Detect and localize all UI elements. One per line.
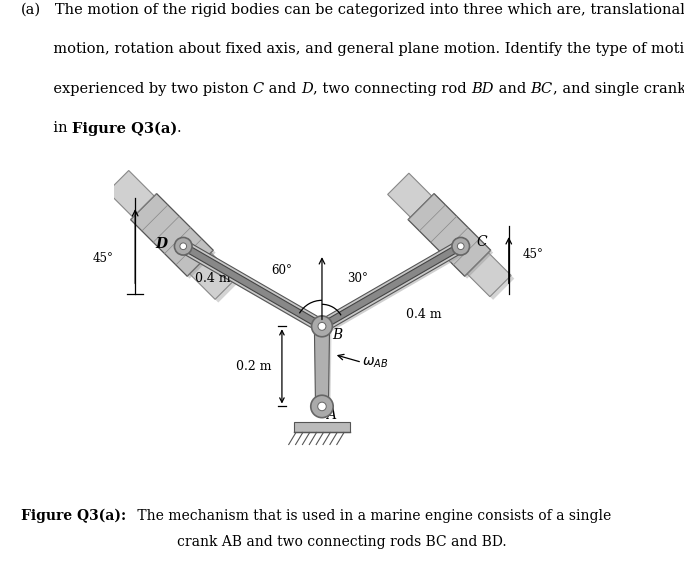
Circle shape [311,316,332,337]
Text: , two connecting rod: , two connecting rod [313,82,471,96]
Text: 60°: 60° [272,264,292,277]
Circle shape [180,243,187,250]
Polygon shape [180,241,325,332]
Polygon shape [388,173,511,297]
Text: Figure Q3(a): Figure Q3(a) [72,121,177,136]
Polygon shape [321,243,466,334]
Polygon shape [317,328,332,409]
Text: BD: BD [471,82,494,96]
Text: 45°: 45° [523,248,543,261]
Text: 0.4 m: 0.4 m [195,272,231,285]
Text: crank AB and two connecting rods BC and BD.: crank AB and two connecting rods BC and … [177,535,507,549]
Circle shape [318,323,326,330]
Circle shape [452,237,469,255]
Text: in: in [21,121,72,135]
Polygon shape [133,196,215,279]
Polygon shape [181,243,324,329]
Text: The mechanism that is used in a marine engine consists of a single: The mechanism that is used in a marine e… [133,509,611,523]
Text: 30°: 30° [347,272,369,285]
Text: , and single crank: , and single crank [553,82,684,96]
Text: and: and [494,82,530,96]
Circle shape [317,402,326,411]
Text: motion, rotation about fixed axis, and general plane motion. Identify the type o: motion, rotation about fixed axis, and g… [21,43,684,57]
Circle shape [311,395,333,418]
Text: D: D [301,82,313,96]
Text: C: C [477,235,488,249]
Polygon shape [408,193,490,277]
Polygon shape [410,196,493,279]
Polygon shape [182,243,327,334]
Text: 0.4 m: 0.4 m [406,308,441,321]
FancyBboxPatch shape [294,423,350,433]
Text: A: A [326,409,336,423]
Text: B: B [332,328,342,342]
Text: experienced by two piston: experienced by two piston [21,82,253,96]
Circle shape [458,243,464,250]
Text: D: D [155,237,167,251]
Polygon shape [131,193,213,277]
Text: 0.2 m: 0.2 m [236,360,272,373]
Polygon shape [391,176,514,300]
Text: The motion of the rigid bodies can be categorized into three which are, translat: The motion of the rigid bodies can be ca… [40,3,684,17]
Circle shape [174,237,192,255]
Text: (a): (a) [21,3,40,17]
Text: C: C [253,82,264,96]
Polygon shape [111,174,239,302]
Polygon shape [319,241,464,332]
Polygon shape [320,243,462,329]
Text: .: . [177,121,182,135]
Text: BC: BC [530,82,553,96]
Text: $\omega_{AB}$: $\omega_{AB}$ [362,355,389,370]
Polygon shape [315,327,330,406]
Polygon shape [107,170,237,300]
Text: Figure Q3(a):: Figure Q3(a): [21,509,126,523]
Text: 45°: 45° [93,252,114,265]
Text: and: and [264,82,301,96]
